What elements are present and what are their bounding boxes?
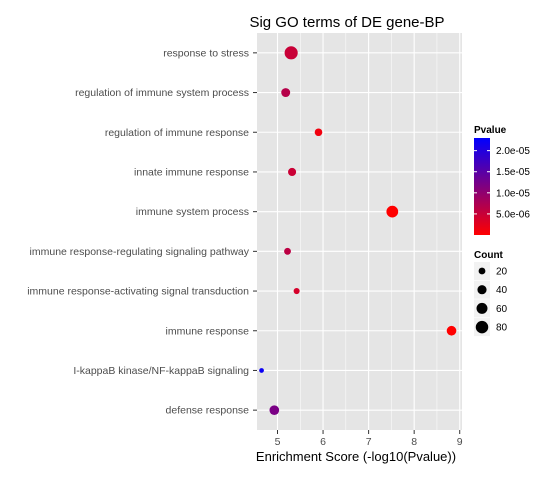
data-point xyxy=(288,167,297,177)
y-tick-label: innate immune response xyxy=(134,166,249,178)
pvalue-legend-title: Pvalue xyxy=(474,125,507,136)
x-tick-label: 6 xyxy=(320,436,326,448)
data-point xyxy=(284,46,298,60)
colorbar-label: 2.0e-05 xyxy=(496,146,530,157)
pvalue-legend: Pvalue 2.0e-05 1.5e-05 1.0e-05 5.0e-06 xyxy=(474,125,530,235)
count-legend-dot xyxy=(476,302,488,314)
data-point xyxy=(293,288,300,295)
y-tick-label: I-kappaB kinase/NF-kappaB signaling xyxy=(73,365,249,377)
y-tick-label: immune response-regulating signaling pat… xyxy=(30,246,250,258)
y-tick-label: regulation of immune response xyxy=(105,127,249,139)
count-legend-dot xyxy=(478,267,486,275)
data-point xyxy=(284,247,291,255)
colorbar-label: 1.0e-05 xyxy=(496,188,530,199)
plot-panel xyxy=(257,33,462,430)
x-tick-label: 7 xyxy=(366,436,372,448)
data-point xyxy=(281,88,291,98)
pvalue-colorbar xyxy=(474,138,490,235)
colorbar-label: 5.0e-06 xyxy=(496,209,530,220)
x-axis-title: Enrichment Score (-log10(Pvalue)) xyxy=(256,449,456,464)
y-tick-label: immune response-activating signal transd… xyxy=(27,286,249,298)
y-tick-label: immune system process xyxy=(136,206,249,218)
x-tick-label: 5 xyxy=(275,436,281,448)
count-legend: Count 20 40 60 80 xyxy=(474,250,508,337)
x-tick-label: 8 xyxy=(411,436,417,448)
y-tick-label: response to stress xyxy=(163,47,249,59)
x-tick-label: 9 xyxy=(457,436,463,448)
chart-title: Sig GO terms of DE gene-BP xyxy=(249,14,444,31)
count-legend-dot xyxy=(477,285,487,295)
count-legend-dot xyxy=(475,320,489,334)
data-point xyxy=(259,368,264,373)
x-axis: 5 6 7 8 9 xyxy=(275,430,463,448)
y-tick-label: defense response xyxy=(166,405,250,417)
count-legend-label: 40 xyxy=(496,285,508,296)
count-legend-label: 60 xyxy=(496,304,508,315)
data-point xyxy=(386,205,399,218)
panel-background xyxy=(257,33,462,430)
count-legend-label: 80 xyxy=(496,323,508,334)
count-legend-label: 20 xyxy=(496,267,508,278)
data-point xyxy=(314,128,323,137)
data-point xyxy=(446,325,457,336)
y-axis-labels: response to stress regulation of immune s… xyxy=(27,47,257,417)
y-tick-label: regulation of immune system process xyxy=(75,87,249,99)
count-legend-title: Count xyxy=(474,250,504,261)
colorbar-label: 1.5e-05 xyxy=(496,167,530,178)
y-tick-label: immune response xyxy=(166,325,250,337)
data-point xyxy=(269,405,280,415)
